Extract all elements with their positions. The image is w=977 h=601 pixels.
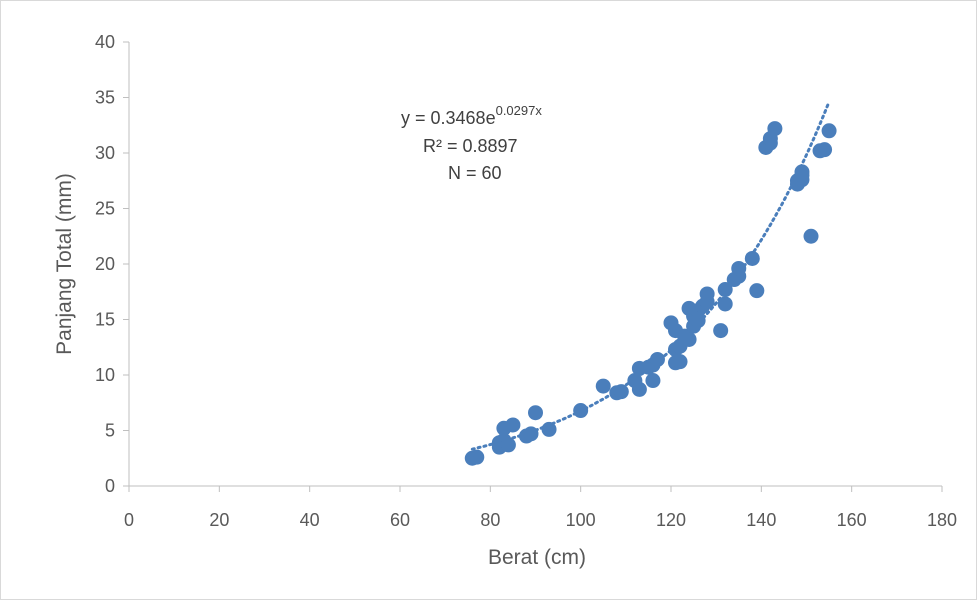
- y-tick-label: 0: [105, 476, 115, 496]
- y-tick-label: 20: [95, 254, 115, 274]
- trendline: [470, 100, 831, 451]
- y-tick-label: 5: [105, 421, 115, 441]
- x-tick-label: 20: [209, 510, 229, 530]
- data-point: [731, 260, 747, 276]
- data-point: [767, 121, 783, 137]
- data-point: [713, 323, 729, 339]
- y-tick-label: 35: [95, 88, 115, 108]
- data-point: [595, 378, 611, 394]
- x-tick-label: 100: [566, 510, 596, 530]
- data-point: [749, 283, 765, 299]
- data-point: [672, 354, 688, 370]
- data-point: [573, 403, 589, 419]
- r-squared-label: R² = 0.8897: [423, 136, 518, 156]
- y-axis-title: Panjang Total (mm): [53, 173, 76, 355]
- data-point: [631, 381, 647, 397]
- x-tick-label: 140: [746, 510, 776, 530]
- x-tick-label: 40: [300, 510, 320, 530]
- x-tick-label: 60: [390, 510, 410, 530]
- y-tick-label: 40: [95, 32, 115, 52]
- x-tick-label: 80: [480, 510, 500, 530]
- data-point: [699, 286, 715, 302]
- x-axis-title: Berat (cm): [488, 546, 586, 569]
- data-point: [821, 123, 837, 139]
- data-point: [523, 426, 539, 442]
- data-point: [541, 421, 557, 437]
- data-point: [469, 449, 485, 465]
- y-tick-label: 30: [95, 143, 115, 163]
- x-tick-label: 120: [656, 510, 686, 530]
- data-point: [528, 405, 543, 421]
- data-point: [744, 250, 760, 266]
- data-point: [717, 282, 733, 298]
- y-tick-label: 15: [95, 310, 115, 330]
- x-tick-label: 180: [927, 510, 957, 530]
- axes: 0 5 10 15 20 25 30 35 40 0 20 40 60 80 100 120 140 160 180: [95, 32, 957, 530]
- data-point: [645, 373, 661, 389]
- x-tick-label: 0: [124, 510, 134, 530]
- data-point: [717, 296, 733, 312]
- data-point: [803, 228, 819, 244]
- x-tick-label: 160: [837, 510, 867, 530]
- data-point: [500, 437, 516, 453]
- data-point: [681, 331, 697, 347]
- data-point: [613, 384, 629, 400]
- trendline-group: [470, 100, 831, 451]
- data-point: [794, 164, 810, 180]
- trendline-equation: y = 0.3468e0.0297x: [401, 103, 542, 128]
- y-tick-label: 10: [95, 365, 115, 385]
- data-point: [505, 417, 521, 433]
- data-point: [649, 351, 665, 367]
- y-tick-label: 25: [95, 199, 115, 219]
- data-points: [464, 121, 837, 466]
- sample-size-label: N = 60: [448, 163, 502, 183]
- data-point: [812, 143, 828, 159]
